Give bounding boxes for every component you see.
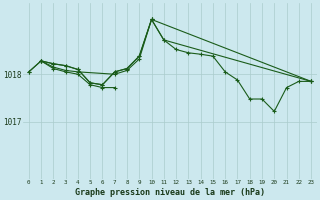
X-axis label: Graphe pression niveau de la mer (hPa): Graphe pression niveau de la mer (hPa) — [75, 188, 265, 197]
